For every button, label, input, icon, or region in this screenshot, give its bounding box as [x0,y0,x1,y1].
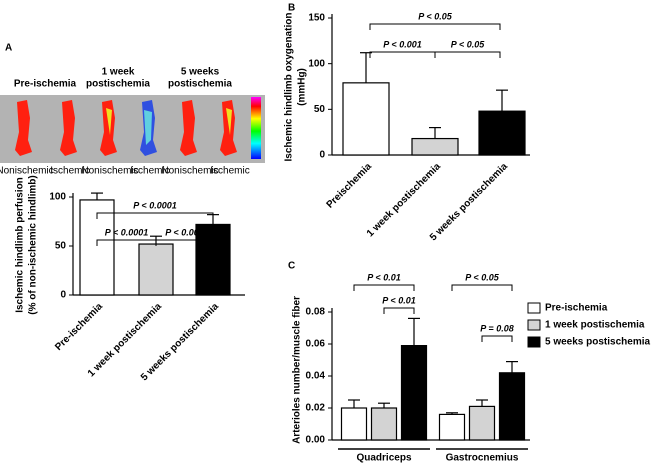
significance-bracket [383,307,415,314]
y-tick-label: 50 [55,241,67,252]
column-header: postischemia [86,79,150,90]
leg-label: Ischemic [50,166,89,177]
leg-image-detail [106,108,112,135]
legend-swatch [527,336,541,348]
significance-bracket [434,51,501,58]
panel-label: C [288,261,295,272]
bar [195,223,231,296]
x-tick-label: Pre-ischemia [53,301,105,353]
leg-label: Nonischemic [161,166,218,177]
leg-image [220,100,237,156]
y-axis-label: Ischemic hindlimb oxygenation [284,13,295,162]
panel-label: A [5,43,12,54]
y-tick-label: 0.04 [306,371,326,382]
column-header: postischemia [168,79,232,90]
y-tick-label: 150 [308,13,325,24]
legend-label: 1 week postischemia [545,320,645,331]
leg-image [180,100,197,156]
color-scale [251,97,261,159]
y-axis-label: (mmHg) [297,68,308,106]
bar [468,405,496,441]
column-header: Pre-ischemia [14,79,77,90]
panel-label: B [288,3,295,14]
y-axis-label: (% of non-ischemic hindlimb) [28,175,39,314]
y-tick-label: 50 [314,104,326,115]
leg-label: Ischemic [130,166,169,177]
y-axis-label: Arterioles number/muscle fiber [292,296,303,444]
legend-label: 5 weeks postischemia [545,337,650,348]
y-tick-label: 0.08 [306,307,326,318]
bar [138,243,174,296]
y-tick-label: 0.06 [306,339,326,350]
bar [411,137,459,156]
x-tick-label: 1 week postischemia [365,161,443,239]
x-tick-label: 5 weeks postischemia [428,161,510,243]
significance-bracket [451,284,513,291]
image-background [0,95,265,163]
significance-bracket [369,23,501,30]
legend-swatch [527,302,541,314]
x-tick-label: Preischemia [325,161,375,211]
leg-label: Nonischemic [0,166,54,177]
significance-label: P = 0.08 [480,323,513,333]
leg-image [100,100,117,156]
significance-label: P < 0.01 [367,272,400,282]
significance-label: P < 0.05 [465,272,499,282]
leg-image [15,100,32,156]
leg-label: Ischemic [210,166,249,177]
bar [400,345,428,441]
column-header: 5 weeks [181,67,220,78]
legend-label: Pre-ischemia [545,303,608,314]
significance-label: P < 0.05 [418,11,452,21]
x-tick-label: Quadriceps [356,453,411,464]
y-tick-label: 0 [319,150,325,161]
significance-bracket [96,212,214,219]
bar [478,110,526,156]
significance-bracket [155,239,214,246]
leg-images [15,100,237,156]
legend-swatch [527,319,541,331]
column-header: 1 week [102,67,135,78]
significance-label: P < 0.01 [382,295,415,305]
significance-bracket [481,335,513,342]
leg-image-detail [226,108,232,135]
bar [498,372,526,441]
significance-bracket [353,284,415,291]
leg-image-detail [144,110,152,145]
bar [438,413,466,441]
significance-label: P < 0.0001 [133,200,176,210]
bar [342,82,390,156]
significance-label: P < 0.0001 [105,227,148,237]
y-tick-label: 100 [49,192,66,203]
y-tick-label: 100 [308,58,325,69]
significance-label: P < 0.001 [383,39,421,49]
bar [340,407,368,441]
y-axis-label: Ischemic hindlimb perfusion [15,177,26,313]
leg-label: Nonischemic [81,166,138,177]
leg-image [60,100,77,156]
y-tick-label: 0.02 [306,403,326,414]
significance-bracket [369,51,436,58]
x-tick-label: Gastrocnemius [446,453,519,464]
bar [370,407,398,441]
y-tick-label: 0.00 [306,435,326,446]
y-tick-label: 0 [60,290,66,301]
significance-label: P < 0.05 [451,39,485,49]
significance-label: P < 0.001 [165,227,203,237]
